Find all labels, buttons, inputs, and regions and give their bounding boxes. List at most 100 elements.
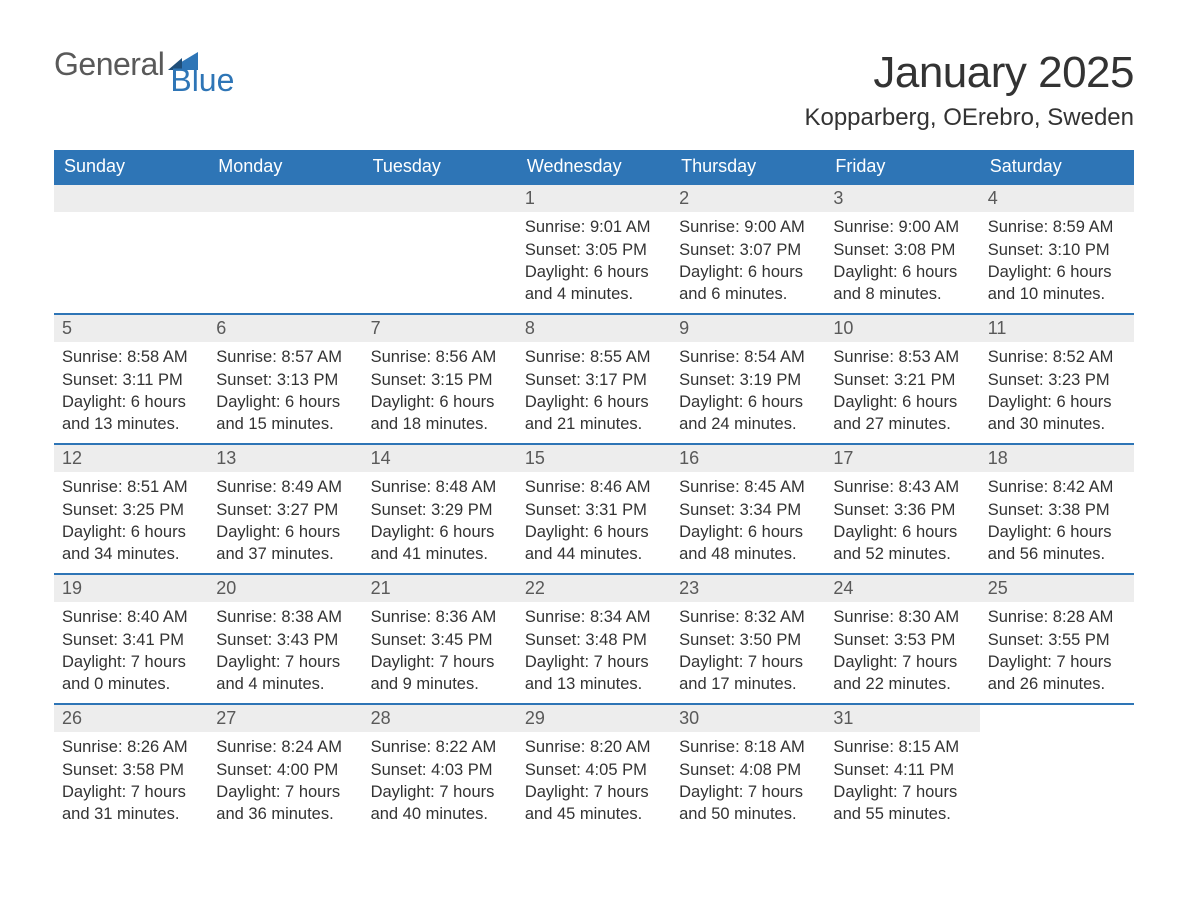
calendar-head: SundayMondayTuesdayWednesdayThursdayFrid… (54, 150, 1134, 184)
day-number: 29 (517, 705, 671, 732)
day-details: Sunrise: 8:34 AMSunset: 3:48 PMDaylight:… (517, 602, 671, 699)
calendar-body: 1Sunrise: 9:01 AMSunset: 3:05 PMDaylight… (54, 184, 1134, 833)
day-cell: 20Sunrise: 8:38 AMSunset: 3:43 PMDayligh… (208, 574, 362, 704)
daylight1-text: Daylight: 6 hours (62, 521, 200, 543)
calendar-page: General Blue January 2025 Kopparberg, OE… (0, 0, 1188, 873)
sunrise-text: Sunrise: 8:58 AM (62, 346, 200, 368)
sunrise-text: Sunrise: 9:00 AM (679, 216, 817, 238)
day-details: Sunrise: 8:22 AMSunset: 4:03 PMDaylight:… (363, 732, 517, 829)
sunset-text: Sunset: 3:19 PM (679, 369, 817, 391)
daylight1-text: Daylight: 7 hours (62, 781, 200, 803)
week-row: 19Sunrise: 8:40 AMSunset: 3:41 PMDayligh… (54, 574, 1134, 704)
daylight2-text: and 37 minutes. (216, 543, 354, 565)
day-number: 12 (54, 445, 208, 472)
day-number: 30 (671, 705, 825, 732)
sunset-text: Sunset: 3:43 PM (216, 629, 354, 651)
day-number: 24 (825, 575, 979, 602)
daylight2-text: and 50 minutes. (679, 803, 817, 825)
day-details: Sunrise: 8:18 AMSunset: 4:08 PMDaylight:… (671, 732, 825, 829)
sunrise-text: Sunrise: 8:30 AM (833, 606, 971, 628)
sunrise-text: Sunrise: 8:59 AM (988, 216, 1126, 238)
sunset-text: Sunset: 3:10 PM (988, 239, 1126, 261)
daylight2-text: and 13 minutes. (525, 673, 663, 695)
daylight2-text: and 4 minutes. (216, 673, 354, 695)
daylight2-text: and 17 minutes. (679, 673, 817, 695)
sunrise-text: Sunrise: 8:26 AM (62, 736, 200, 758)
day-number: 6 (208, 315, 362, 342)
daylight2-text: and 34 minutes. (62, 543, 200, 565)
day-details: Sunrise: 8:45 AMSunset: 3:34 PMDaylight:… (671, 472, 825, 569)
day-details: Sunrise: 8:49 AMSunset: 3:27 PMDaylight:… (208, 472, 362, 569)
sunset-text: Sunset: 3:13 PM (216, 369, 354, 391)
daylight2-text: and 8 minutes. (833, 283, 971, 305)
daylight2-text: and 52 minutes. (833, 543, 971, 565)
daylight2-text: and 27 minutes. (833, 413, 971, 435)
sunset-text: Sunset: 4:05 PM (525, 759, 663, 781)
day-number-bar (363, 185, 517, 212)
week-row: 26Sunrise: 8:26 AMSunset: 3:58 PMDayligh… (54, 704, 1134, 833)
daylight1-text: Daylight: 6 hours (371, 391, 509, 413)
daylight1-text: Daylight: 6 hours (679, 521, 817, 543)
daylight2-text: and 0 minutes. (62, 673, 200, 695)
daylight1-text: Daylight: 7 hours (371, 651, 509, 673)
day-cell: 5Sunrise: 8:58 AMSunset: 3:11 PMDaylight… (54, 314, 208, 444)
logo-blue-text: Blue (170, 66, 234, 95)
day-details: Sunrise: 8:52 AMSunset: 3:23 PMDaylight:… (980, 342, 1134, 439)
logo-blue-wrap: Blue (166, 48, 234, 95)
sunrise-text: Sunrise: 8:55 AM (525, 346, 663, 368)
day-cell: 21Sunrise: 8:36 AMSunset: 3:45 PMDayligh… (363, 574, 517, 704)
daylight2-text: and 41 minutes. (371, 543, 509, 565)
daylight1-text: Daylight: 7 hours (679, 651, 817, 673)
day-number-bar (208, 185, 362, 212)
sunrise-text: Sunrise: 8:36 AM (371, 606, 509, 628)
sunset-text: Sunset: 3:21 PM (833, 369, 971, 391)
sunrise-text: Sunrise: 8:32 AM (679, 606, 817, 628)
sunset-text: Sunset: 3:08 PM (833, 239, 971, 261)
sunset-text: Sunset: 3:23 PM (988, 369, 1126, 391)
daylight2-text: and 26 minutes. (988, 673, 1126, 695)
day-cell: 29Sunrise: 8:20 AMSunset: 4:05 PMDayligh… (517, 704, 671, 833)
weekday-header: Wednesday (517, 150, 671, 184)
day-details: Sunrise: 8:28 AMSunset: 3:55 PMDaylight:… (980, 602, 1134, 699)
day-number: 25 (980, 575, 1134, 602)
day-cell: 19Sunrise: 8:40 AMSunset: 3:41 PMDayligh… (54, 574, 208, 704)
sunrise-text: Sunrise: 8:38 AM (216, 606, 354, 628)
weekday-header: Friday (825, 150, 979, 184)
day-number: 1 (517, 185, 671, 212)
sunrise-text: Sunrise: 9:00 AM (833, 216, 971, 238)
daylight2-text: and 6 minutes. (679, 283, 817, 305)
daylight1-text: Daylight: 6 hours (62, 391, 200, 413)
day-details: Sunrise: 8:57 AMSunset: 3:13 PMDaylight:… (208, 342, 362, 439)
day-details: Sunrise: 9:01 AMSunset: 3:05 PMDaylight:… (517, 212, 671, 309)
day-details: Sunrise: 8:56 AMSunset: 3:15 PMDaylight:… (363, 342, 517, 439)
day-details: Sunrise: 8:30 AMSunset: 3:53 PMDaylight:… (825, 602, 979, 699)
daylight1-text: Daylight: 7 hours (525, 651, 663, 673)
daylight2-text: and 55 minutes. (833, 803, 971, 825)
sunset-text: Sunset: 4:00 PM (216, 759, 354, 781)
sunset-text: Sunset: 3:58 PM (62, 759, 200, 781)
day-details: Sunrise: 8:26 AMSunset: 3:58 PMDaylight:… (54, 732, 208, 829)
daylight1-text: Daylight: 7 hours (988, 651, 1126, 673)
sunrise-text: Sunrise: 8:34 AM (525, 606, 663, 628)
sunrise-text: Sunrise: 8:18 AM (679, 736, 817, 758)
sunrise-text: Sunrise: 8:40 AM (62, 606, 200, 628)
daylight2-text: and 10 minutes. (988, 283, 1126, 305)
day-number: 3 (825, 185, 979, 212)
day-details: Sunrise: 8:42 AMSunset: 3:38 PMDaylight:… (980, 472, 1134, 569)
daylight2-text: and 48 minutes. (679, 543, 817, 565)
sunrise-text: Sunrise: 9:01 AM (525, 216, 663, 238)
day-details: Sunrise: 8:53 AMSunset: 3:21 PMDaylight:… (825, 342, 979, 439)
daylight1-text: Daylight: 7 hours (62, 651, 200, 673)
daylight2-text: and 24 minutes. (679, 413, 817, 435)
daylight1-text: Daylight: 7 hours (371, 781, 509, 803)
daylight2-text: and 15 minutes. (216, 413, 354, 435)
day-details: Sunrise: 8:36 AMSunset: 3:45 PMDaylight:… (363, 602, 517, 699)
day-cell: 12Sunrise: 8:51 AMSunset: 3:25 PMDayligh… (54, 444, 208, 574)
day-number: 7 (363, 315, 517, 342)
day-number: 17 (825, 445, 979, 472)
daylight2-text: and 56 minutes. (988, 543, 1126, 565)
daylight2-text: and 9 minutes. (371, 673, 509, 695)
day-number: 21 (363, 575, 517, 602)
day-cell: 26Sunrise: 8:26 AMSunset: 3:58 PMDayligh… (54, 704, 208, 833)
sunset-text: Sunset: 3:50 PM (679, 629, 817, 651)
